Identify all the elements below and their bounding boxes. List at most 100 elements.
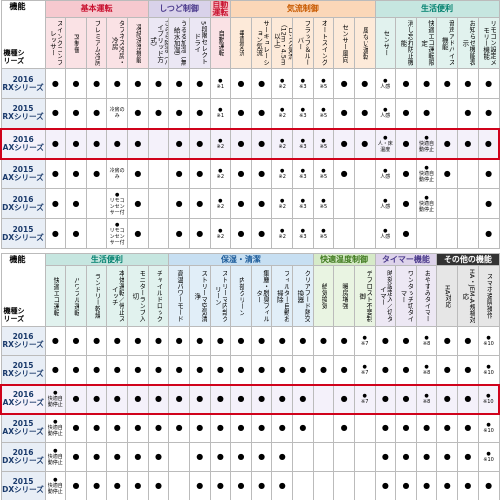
cell: ● xyxy=(209,413,232,443)
model-row: 2015 RXシリーズ ● ● ● 冷房のみ ● ● ● ● ● ※1 ● ● ● ※2 ● ※3 ● ※5 ●… xyxy=(0,98,500,129)
cell: ● ※5 xyxy=(312,68,335,99)
cell: ● xyxy=(188,413,211,443)
column-label: クリアフード熱交換器 xyxy=(295,270,310,322)
cell: ● xyxy=(250,98,273,129)
column-header: ランドリー乾燥 xyxy=(85,265,108,327)
cell: ● ※2 xyxy=(271,127,293,160)
cell: ● xyxy=(188,471,211,500)
cell: ● xyxy=(395,158,417,189)
row-year: 2016 xyxy=(12,134,34,144)
cell: ● xyxy=(230,158,252,189)
row-label: 2015 DXシリーズ xyxy=(0,218,46,249)
cell: ● xyxy=(65,355,87,385)
cell: ● xyxy=(65,471,87,500)
cell: ● xyxy=(230,68,252,99)
column-header: 高温パワーモード xyxy=(168,265,190,327)
column-label: HA・JEM-A規格対応 xyxy=(460,269,475,323)
cell: 冷房のみ xyxy=(106,98,128,129)
group-row: 機能 機種シリーズ 基本運転 しつど制御 自動運転 気流制御 生活便利 xyxy=(0,0,500,69)
cell: ● xyxy=(436,413,458,443)
column-header: 凍結洗浄機能 xyxy=(127,17,149,69)
cell: ● xyxy=(250,442,273,472)
cell: ● xyxy=(250,218,273,249)
column-header: 風ない運転 xyxy=(353,17,376,69)
column-header: 内部クリーン xyxy=(230,265,252,327)
cell: ● ※2 xyxy=(271,98,293,129)
model-row: 2015 AXシリーズ ● 快適自動停止 ● ● ● ● ● ● ● ● ● ● ● ● ● ● ● ● ● ● ● ※1… xyxy=(0,413,500,443)
cell: ● xyxy=(333,383,355,415)
row-year: 2015 xyxy=(12,164,34,174)
cell: ● ※2 xyxy=(209,218,232,249)
cell: ● xyxy=(292,326,314,356)
cell: ● xyxy=(230,383,252,415)
cell: ● xyxy=(415,68,438,99)
group-header: 自動運転 xyxy=(209,0,232,18)
cell: ● xyxy=(127,471,149,500)
column-label: 快適エコ運転限定 xyxy=(419,20,434,66)
column-label: さらら除湿（ハイブリッド方式） xyxy=(148,20,169,66)
cell: ● ※3 xyxy=(292,158,314,189)
cell: ● xyxy=(85,383,108,415)
cell: ● xyxy=(127,413,149,443)
cell: ● xyxy=(230,218,252,249)
cell xyxy=(436,188,458,219)
cell: ● xyxy=(395,355,417,385)
cell: ● 快適自動停止 xyxy=(44,413,67,443)
cell: ● xyxy=(65,442,87,472)
cell: ● xyxy=(44,158,67,189)
group-header: 基本運転 xyxy=(44,0,149,18)
cell: ● xyxy=(230,413,252,443)
group-header: 保湿・清潔 xyxy=(168,253,314,266)
cell: ● xyxy=(65,413,87,443)
column-label: お知らせ機能表示 xyxy=(460,20,475,66)
cell: ● xyxy=(147,355,170,385)
column-header: 集塵・脱臭フィルター xyxy=(250,265,273,327)
column-label: 本体運転／停止スイッチ xyxy=(110,270,125,322)
cell: ● xyxy=(188,442,211,472)
column-header: オートスイング xyxy=(312,17,335,69)
cell xyxy=(292,442,314,472)
cell: ● xyxy=(127,326,149,356)
cell xyxy=(312,471,335,500)
cell: ● 快適自動停止 xyxy=(415,158,438,189)
cell: ● xyxy=(44,127,67,160)
column-label: リモコン設定メモリー機能 xyxy=(481,20,496,66)
column-label: パワフル運転 xyxy=(72,276,80,316)
cell: ● 快適自動停止 xyxy=(415,127,438,160)
row-series: RXシリーズ xyxy=(2,340,44,349)
cell: ● xyxy=(436,326,458,356)
cell: ● xyxy=(333,158,355,189)
column-label: デフロスト不要制御 xyxy=(357,270,372,322)
cell: ● ※10 xyxy=(477,442,500,472)
column-label: スイングコンプレッサー xyxy=(48,20,63,66)
cell: ● xyxy=(106,471,128,500)
row-label: 2015 AXシリーズ xyxy=(0,413,46,443)
cell: ● 快適自動停止 xyxy=(44,383,67,415)
column-label: 給気換気 xyxy=(319,283,327,309)
column-header: デフロスト不要制御 xyxy=(353,265,376,327)
cell xyxy=(147,158,170,189)
column-label: プレミアム冷房 xyxy=(93,20,101,66)
corner-function: 機能 xyxy=(9,255,26,264)
cell: ● xyxy=(188,218,211,249)
cell: ● xyxy=(230,471,252,500)
cell: ● ※3 xyxy=(292,218,314,249)
column-header: 音声アドバイス機能 xyxy=(436,17,458,69)
cell: ● 人感 xyxy=(374,218,397,249)
cell: ● xyxy=(85,355,108,385)
cell: ● xyxy=(333,68,355,99)
group-header: 気流制御 xyxy=(230,0,376,18)
cell: ● ※1 xyxy=(209,68,232,99)
cell: ● xyxy=(477,68,500,99)
model-row: 2015 DXシリーズ ● ● ● リモコンセンサー付 ● ● ● ● ※2 ● ● ● ※2 ● ※3… xyxy=(0,218,500,249)
row-year: 2015 xyxy=(12,419,34,429)
column-header: 快適エコ運転 xyxy=(44,265,67,327)
cell: ● xyxy=(230,188,252,219)
column-label: 風ない運転 xyxy=(361,26,369,60)
column-row: 快適エコ運転 パワフル運転 ランドリー乾燥 本体運転／停止スイッチ モニターランプ入切チ… xyxy=(1,265,500,327)
cell: ● 人感 xyxy=(374,68,397,99)
cell: ● xyxy=(85,442,108,472)
cell: ● xyxy=(168,188,190,219)
cell: ● ※5 xyxy=(312,188,335,219)
cell: ● xyxy=(127,98,149,129)
